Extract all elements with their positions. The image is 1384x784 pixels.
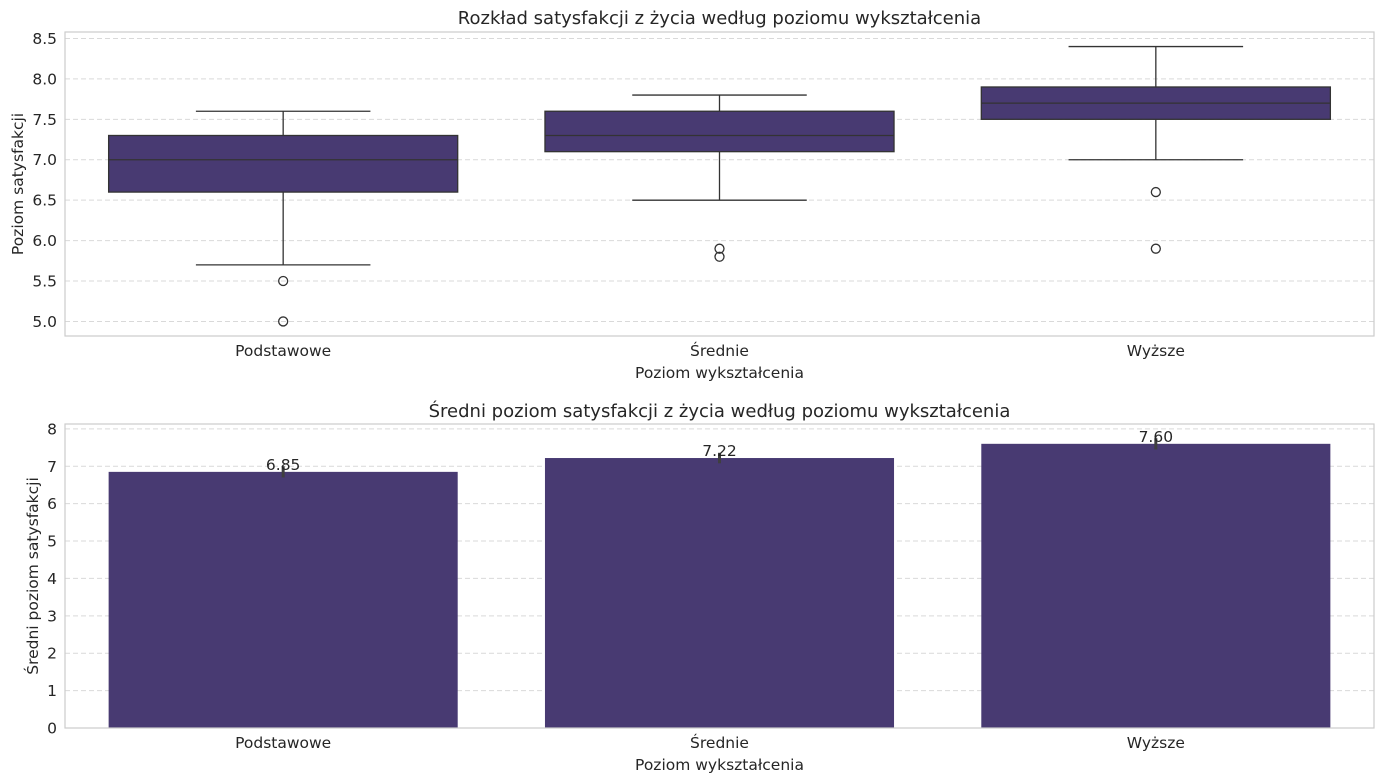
bar-chart-title: Średni poziom satysfakcji z życia według… (429, 400, 1011, 422)
y-tick-label: 5.5 (32, 273, 57, 291)
y-tick-label: 8 (47, 420, 57, 438)
x-tick-label: Podstawowe (235, 734, 331, 752)
outlier-point (1150, 186, 1161, 198)
bar-3 (981, 443, 1331, 728)
x-tick-label: Podstawowe (235, 342, 331, 360)
bar-chart-x-ticks: Podstawowe Średnie Wyższe (235, 733, 1185, 752)
y-tick-label: 7.5 (32, 111, 57, 129)
outlier-point (278, 316, 289, 327)
bar-1 (108, 471, 458, 728)
y-tick-label: 8.5 (32, 30, 57, 48)
y-tick-label: 4 (47, 570, 57, 588)
y-tick-label: 8.0 (32, 70, 57, 88)
y-tick-label: 7 (47, 458, 57, 476)
box-2 (544, 94, 895, 262)
box-3 (980, 45, 1332, 254)
bar-chart-y-axis-label: Średni poziom satysfakcji (23, 477, 42, 675)
y-tick-label: 6.5 (32, 192, 57, 210)
bar-value-label-2: 7.22 (702, 442, 737, 460)
bar-chart-marks: 6.85 7.22 7.60 (108, 428, 1331, 728)
bar-chart-y-ticks: 0 1 2 3 4 5 6 7 8 (47, 420, 57, 737)
box-plot-panel: 5.0 5.5 6.0 6.5 7.0 7.5 8.0 8.5 Podstawowe Średn… (9, 8, 1375, 382)
box-1 (107, 110, 459, 327)
outlier-point (714, 243, 725, 254)
box-plot-title: Rozkład satysfakcji z życia według pozio… (458, 8, 981, 29)
y-tick-label: 6.0 (32, 232, 57, 250)
bar-chart-panel: 6.85 7.22 7.60 0 1 2 3 4 5 6 7 8 Podstawowe Średnie… (23, 400, 1375, 774)
y-tick-label: 7.0 (32, 151, 57, 169)
box-iqr (544, 110, 895, 153)
bar-value-label-3: 7.60 (1139, 428, 1174, 446)
outlier-point (1150, 243, 1161, 254)
bar-value-label-1: 6.85 (266, 456, 301, 474)
x-tick-label: Średnie (690, 341, 749, 360)
x-tick-label: Wyższe (1127, 342, 1185, 360)
box-plot-marks (107, 45, 1332, 327)
y-tick-label: 2 (47, 645, 57, 663)
x-tick-label: Wyższe (1127, 734, 1185, 752)
y-tick-label: 0 (47, 720, 57, 738)
box-plot-x-ticks: Podstawowe Średnie Wyższe (235, 341, 1185, 360)
outlier-point (714, 251, 725, 262)
box-iqr (107, 134, 459, 193)
bar-chart-frame (64, 423, 1375, 729)
y-tick-label: 3 (47, 607, 57, 625)
y-tick-label: 5.0 (32, 313, 57, 331)
x-tick-label: Średnie (690, 733, 749, 752)
bar-chart-x-axis-label: Poziom wykształcenia (635, 756, 804, 774)
outlier-point (278, 275, 289, 287)
box-plot-frame (64, 31, 1375, 337)
box-plot-y-ticks: 5.0 5.5 6.0 6.5 7.0 7.5 8.0 8.5 (32, 30, 57, 331)
box-plot-x-axis-label: Poziom wykształcenia (635, 364, 804, 382)
y-tick-label: 1 (47, 682, 57, 700)
bar-2 (544, 458, 895, 728)
box-plot-y-axis-label: Poziom satysfakcji (9, 113, 27, 255)
y-tick-label: 6 (47, 495, 57, 513)
y-tick-label: 5 (47, 533, 57, 551)
